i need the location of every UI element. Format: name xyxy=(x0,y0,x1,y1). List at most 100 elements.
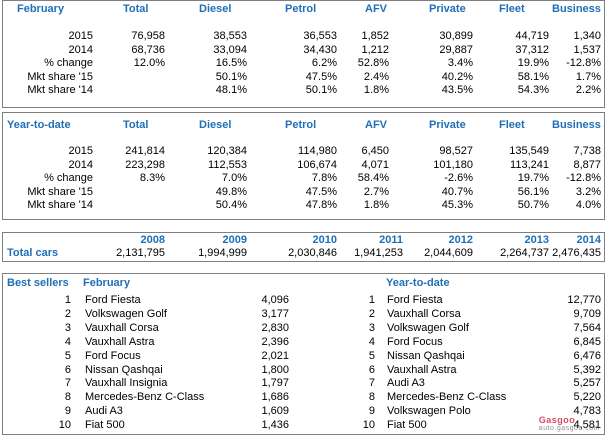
ytd-header-row: Year-to-date Total Diesel Petrol AFV Pri… xyxy=(3,118,604,133)
cell-value: 50.1% xyxy=(305,84,337,96)
ytd-header-afv: AFV xyxy=(365,119,387,131)
table-row: Mkt share '15 50.1% 47.5% 2.4% 40.2% 58.1% 1.7… xyxy=(3,70,604,85)
header-afv: AFV xyxy=(365,3,387,15)
cell-value: 7.0% xyxy=(221,172,247,184)
year-header: 2010 xyxy=(312,234,337,246)
cell-value: 6,450 xyxy=(361,145,389,157)
february-header-row: February Total Diesel Petrol AFV Private… xyxy=(3,2,604,17)
ytd-header-business: Business xyxy=(552,119,601,131)
model-name: Fiat 500 xyxy=(387,419,427,432)
cell-value: 7,738 xyxy=(573,145,601,157)
cell-value: 29,887 xyxy=(439,43,473,56)
table-row: 2014 223,298 112,553 106,674 4,071 101,180 113… xyxy=(3,158,604,173)
cell-value: 52.8% xyxy=(357,57,389,69)
rank: 1 xyxy=(64,294,71,306)
cell-value: 1,537 xyxy=(573,43,601,56)
cell-value: 4,071 xyxy=(361,158,389,171)
table-row: Mkt share '14 50.4% 47.8% 1.8% 45.3% 50.7% 4.0… xyxy=(3,198,604,213)
ytd-header-private: Private xyxy=(429,119,466,131)
cell-value: 37,312 xyxy=(515,43,549,56)
cell-value: 1.7% xyxy=(575,70,601,83)
units: 1,609 xyxy=(261,405,289,418)
row-label: 2015 xyxy=(68,30,93,42)
model-name: Mercedes-Benz C-Class xyxy=(85,391,205,404)
cell-value: 54.3% xyxy=(517,84,549,96)
best-sellers-panel: Best sellers February Year-to-date 1 Ford… xyxy=(2,273,605,435)
row-label: % change xyxy=(44,172,93,184)
model-name: Vauxhall Astra xyxy=(85,335,155,348)
cell-value: 2.4% xyxy=(363,70,389,83)
list-item: 7 Vauxhall Insignia 1,797 7 Audi A3 5,257 xyxy=(3,376,604,391)
cell-value: 19.9% xyxy=(517,57,549,69)
cell-value: 40.7% xyxy=(441,185,473,198)
best-sellers-header-row: Best sellers February Year-to-date xyxy=(3,276,604,291)
ytd-header-petrol: Petrol xyxy=(285,119,317,131)
cell-value: 30,899 xyxy=(439,30,473,42)
rank: 4 xyxy=(368,335,375,348)
cell-value: 45.3% xyxy=(441,199,473,211)
list-item: 1 Ford Fiesta 4,096 1 Ford Fiesta 12,770 xyxy=(3,293,604,308)
rank: 6 xyxy=(368,363,375,376)
watermark-logo: Gasgoo auto.gasgoo.com xyxy=(539,415,600,432)
watermark-site: auto.gasgoo.com xyxy=(538,425,600,432)
units: 5,392 xyxy=(573,363,601,376)
ytd-header-diesel: Diesel xyxy=(199,119,232,131)
year-header: 2012 xyxy=(448,234,473,246)
units: 3,177 xyxy=(261,307,289,320)
cell-value: 47.5% xyxy=(305,185,337,198)
units: 2,021 xyxy=(261,349,289,362)
units: 6,845 xyxy=(573,335,601,348)
cell-value: 7.8% xyxy=(311,172,337,184)
year-header: 2009 xyxy=(222,234,247,246)
list-item: 6 Nissan Qashqai 1,800 6 Vauxhall Astra 5,392 xyxy=(3,363,604,378)
cell-value: 4.0% xyxy=(575,199,601,211)
row-label: % change xyxy=(44,57,93,69)
list-item: 8 Mercedes-Benz C-Class 1,686 8 Mercedes-Ben… xyxy=(3,390,604,405)
year-header: 2013 xyxy=(524,234,549,246)
cell-value: 112,553 xyxy=(208,158,247,171)
cell-value: 44,719 xyxy=(515,30,549,42)
annual-total-value: 2,030,846 xyxy=(288,247,337,259)
cell-value: 1,340 xyxy=(573,30,601,42)
row-label: 2014 xyxy=(68,43,93,56)
best-sellers-title: Best sellers xyxy=(7,277,69,289)
model-name: Ford Focus xyxy=(387,335,443,348)
units: 5,257 xyxy=(573,377,601,390)
model-name: Ford Fiesta xyxy=(387,294,443,306)
rank: 10 xyxy=(362,419,375,432)
table-row: Mkt share '15 49.8% 47.5% 2.7% 40.7% 56.1% 3.2… xyxy=(3,185,604,200)
row-label: Mkt share '15 xyxy=(27,185,93,198)
february-panel: February Total Diesel Petrol AFV Private… xyxy=(2,0,605,108)
cell-value: 50.1% xyxy=(215,70,247,83)
rank: 1 xyxy=(368,294,375,306)
rank: 10 xyxy=(58,419,71,432)
rank: 3 xyxy=(64,321,71,334)
cell-value: 50.4% xyxy=(215,199,247,211)
model-name: Volkswagen Golf xyxy=(387,321,469,334)
annual-panel: 2008 2009 2010 2011 2012 2013 2014 Total cars … xyxy=(2,232,605,262)
cell-value: 3.2% xyxy=(575,185,601,198)
rank: 5 xyxy=(64,349,71,362)
annual-values-row: Total cars 2,131,795 1,994,999 2,030,846 1,… xyxy=(3,246,604,261)
row-label: 2015 xyxy=(68,145,93,157)
rank: 7 xyxy=(368,377,375,390)
cell-value: 47.8% xyxy=(305,199,337,211)
annual-total-value: 1,941,253 xyxy=(354,247,403,259)
annual-total-value: 2,131,795 xyxy=(116,247,165,259)
cell-value: 98,527 xyxy=(439,145,473,157)
header-petrol: Petrol xyxy=(285,3,317,15)
cell-value: 19.7% xyxy=(517,172,549,184)
cell-value: 47.5% xyxy=(305,70,337,83)
cell-value: 1,212 xyxy=(361,43,389,56)
row-label: Mkt share '14 xyxy=(27,199,93,211)
cell-value: 114,980 xyxy=(298,145,337,157)
cell-value: 1.8% xyxy=(363,84,389,96)
model-name: Vauxhall Corsa xyxy=(387,307,461,320)
units: 9,709 xyxy=(573,307,601,320)
list-item: 2 Volkswagen Golf 3,177 2 Vauxhall Corsa 9,70… xyxy=(3,307,604,322)
table-row: 2014 68,736 33,094 34,430 1,212 29,887 37,312 1… xyxy=(3,43,604,58)
cell-value: 120,384 xyxy=(207,145,247,157)
rank: 9 xyxy=(368,405,375,418)
model-name: Ford Focus xyxy=(85,349,141,362)
model-name: Audi A3 xyxy=(387,377,425,390)
